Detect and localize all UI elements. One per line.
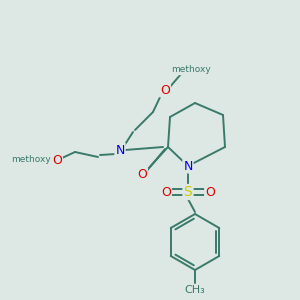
Text: O: O [137, 169, 147, 182]
Text: O: O [161, 185, 171, 199]
Text: N: N [183, 160, 193, 172]
Text: CH₃: CH₃ [184, 285, 206, 295]
Text: O: O [52, 154, 62, 166]
Text: O: O [160, 83, 170, 97]
Text: methoxy: methoxy [11, 155, 51, 164]
Text: methoxy: methoxy [171, 65, 211, 74]
Text: S: S [184, 185, 192, 199]
Text: O: O [205, 185, 215, 199]
Text: N: N [115, 143, 125, 157]
